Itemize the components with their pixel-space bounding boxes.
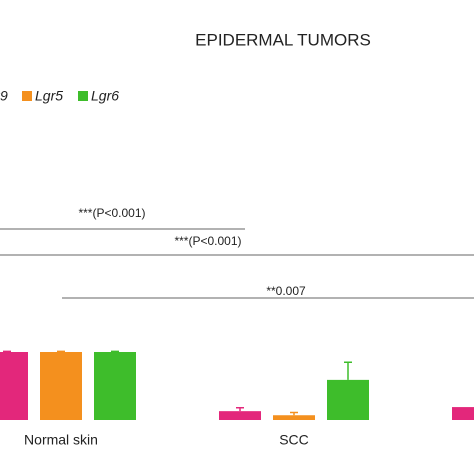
legend-label: Lgr5 (35, 88, 63, 104)
bar (452, 407, 474, 420)
bar (94, 352, 136, 420)
annotation: ***(P<0.001) (78, 206, 145, 220)
error-bar (290, 411, 298, 416)
error-bar (111, 350, 119, 353)
legend-label: Lgr6 (91, 88, 119, 104)
legend-label: x9 (0, 88, 8, 104)
bar (327, 379, 369, 420)
error-bar (236, 407, 244, 412)
legend-swatch (78, 91, 88, 101)
x-tick-label: SCC (279, 432, 309, 448)
error-bar (344, 361, 352, 380)
x-tick-label: Normal skin (24, 432, 98, 448)
annotation: **0.007 (266, 284, 306, 298)
annotation: ***(P<0.001) (174, 234, 241, 248)
bar (273, 415, 315, 420)
chart-title: EPIDERMAL TUMORS (195, 30, 371, 49)
bar (219, 411, 261, 420)
error-bar (3, 350, 11, 353)
legend-swatch (22, 91, 32, 101)
bar (0, 352, 28, 420)
bar (40, 352, 82, 420)
error-bar (57, 350, 65, 353)
